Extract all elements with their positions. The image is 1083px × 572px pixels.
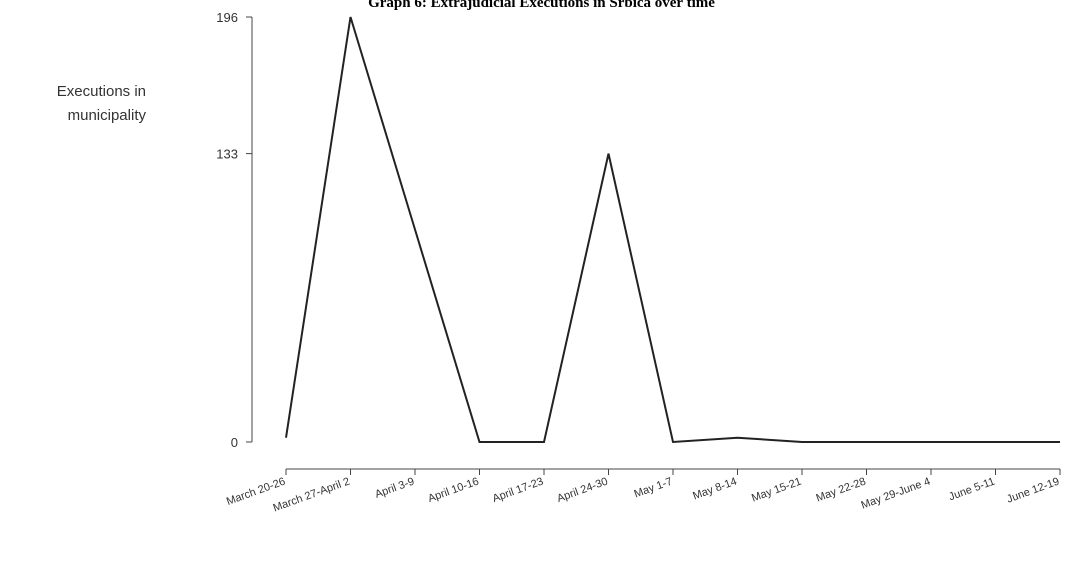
y-axis-label-line-1: Executions in [56,83,146,100]
chart-title: Graph 6: Extrajudicial Executions in Srb… [368,0,715,11]
y-tick-label: 0 [231,435,238,450]
y-axis-ticks: 0 133 196 [216,10,252,450]
y-axis-label-line-2: municipality [67,107,146,124]
x-tick-label: April 3-9 [373,476,416,501]
x-tick-label: May 29-June 4 [860,476,932,512]
y-tick-label: 133 [216,147,238,162]
x-tick-label: May 1-7 [633,476,674,501]
x-tick-label: April 10-16 [426,476,480,505]
x-tick-label: April 24-30 [555,476,609,505]
series-line [285,16,1060,444]
x-tick-label: June 12-19 [1005,476,1061,506]
y-axis-label: Executions in municipality [0,80,146,128]
x-tick-label: June 5-11 [947,476,996,504]
x-tick-label: May 15-21 [750,476,803,505]
x-tick-label: April 17-23 [491,476,545,505]
y-tick-label: 196 [216,10,238,25]
x-tick-label: May 8-14 [691,476,738,503]
